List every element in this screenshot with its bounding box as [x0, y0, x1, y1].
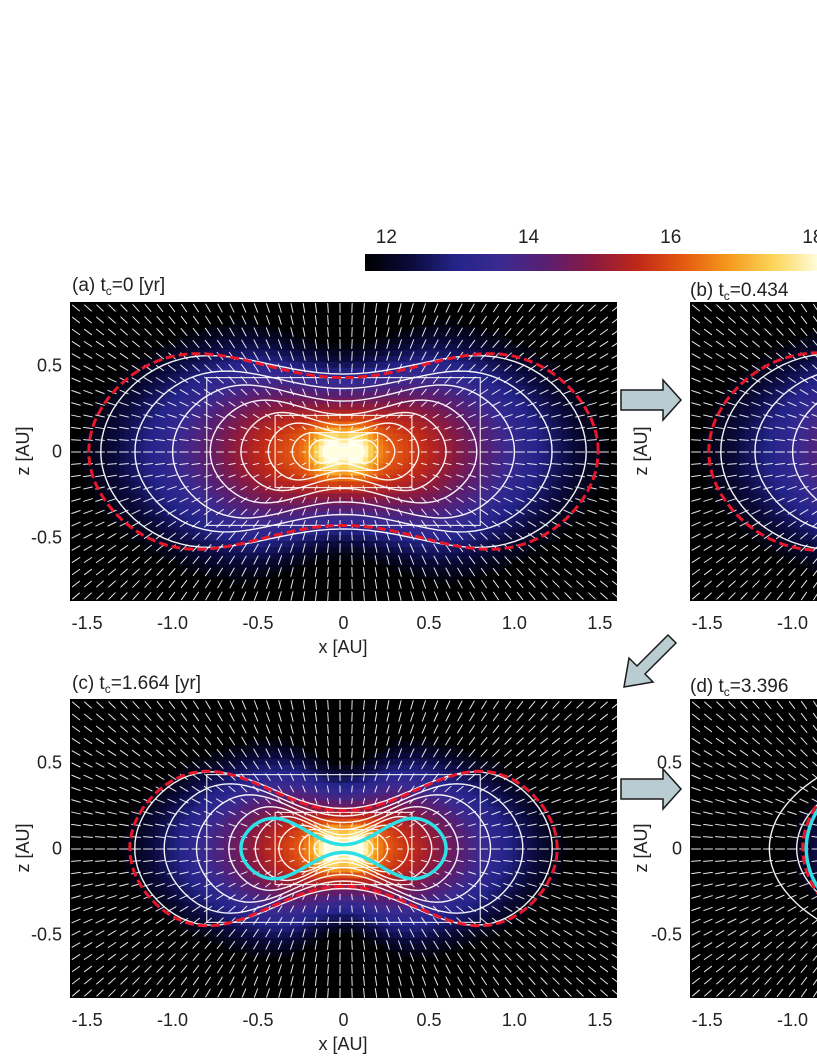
x-tick-label: -1.5 [72, 1010, 103, 1030]
sequence-arrows [620, 378, 683, 811]
colorbar-tick-label: 12 [376, 227, 397, 248]
x-tick-label: 1.5 [587, 613, 612, 633]
panel-c-xlabel: x [AU] [318, 1034, 367, 1054]
y-tick-label: 0 [52, 839, 62, 859]
panel-c-ylabel: z [AU] [13, 823, 33, 872]
panel-c: -1.5 -1.0 -0.5 0 0.5 1.0 1.5 -0.5 0 0.5 x [AU] z … [13, 699, 617, 1054]
panel-d-ylabel: z [AU] [631, 823, 651, 872]
x-tick-label: -1.0 [777, 1010, 808, 1030]
arrow-right-a-to-b [620, 378, 683, 422]
panel-a-plot-area [70, 302, 617, 601]
x-tick-label: -1.0 [157, 1010, 188, 1030]
panel-d-plot-area [690, 699, 817, 998]
colorbar: 12 14 16 18 [365, 227, 817, 271]
y-tick-label: 0.5 [37, 356, 62, 376]
x-tick-label: 0 [338, 613, 348, 633]
panel-c-grid-boxes [206, 774, 481, 923]
panel-d-first-core-boundary [804, 807, 817, 890]
y-tick-label: -0.5 [651, 924, 682, 944]
y-tick-label: 0.5 [37, 753, 62, 773]
panel-b-ylabel: z [AU] [631, 426, 651, 475]
panel-a-ylabel: z [AU] [13, 426, 33, 475]
x-tick-label: -1.5 [692, 1010, 723, 1030]
x-tick-label: 0.5 [416, 613, 441, 633]
y-tick-label: 0.5 [657, 753, 682, 773]
x-tick-label: -1.0 [777, 613, 808, 633]
panel-d-axes: -1.5 -1.0 0.5 0 -0.5 [651, 753, 808, 1030]
panel-b-title: (b) tc=0.434 [690, 280, 789, 303]
y-tick-label: -0.5 [31, 527, 62, 547]
colorbar-tick-label: 18 [802, 227, 817, 248]
panel-d-red-boundary [801, 802, 817, 895]
panel-c-plot-area [70, 699, 617, 998]
panel-c-red-boundary [128, 769, 559, 928]
y-tick-label: -0.5 [31, 924, 62, 944]
x-tick-label: -0.5 [243, 1010, 274, 1030]
panel-d-velocity-arrows [691, 700, 817, 998]
panel-b: -1.5 -1.0 z [AU] [631, 302, 817, 633]
panel-c-title: (c) tc=1.664 [yr] [72, 673, 201, 696]
colorbar-ticks: 12 14 16 18 [376, 227, 817, 248]
arrow-right-c-to-d [620, 767, 683, 811]
panel-b-axes: -1.5 -1.0 [692, 613, 809, 633]
panel-b-velocity-arrows [691, 303, 817, 601]
panel-d-title: (d) tc=3.396 [690, 676, 788, 699]
colorbar-tick-label: 14 [518, 227, 540, 248]
y-tick-label: 0 [52, 442, 62, 462]
x-tick-label: -0.5 [243, 613, 274, 633]
x-tick-label: 1.0 [502, 613, 527, 633]
panel-c-axes: -1.5 -1.0 -0.5 0 0.5 1.0 1.5 -0.5 0 0.5 [31, 753, 612, 1030]
x-tick-label: 0 [338, 1010, 348, 1030]
panel-c-first-core-boundary [239, 816, 448, 881]
x-tick-label: 1.5 [587, 1010, 612, 1030]
x-tick-label: -1.5 [692, 613, 723, 633]
y-tick-label: 0 [672, 839, 682, 859]
x-tick-label: -1.0 [157, 613, 188, 633]
panel-d: -1.5 -1.0 0.5 0 -0.5 z [AU] [631, 699, 817, 1030]
panel-a-red-boundary [87, 352, 600, 551]
panel-a: -1.5 -1.0 -0.5 0 0.5 1.0 1.5 -0.5 0 0.5 x [AU] z … [13, 302, 617, 657]
panel-b-red-boundary [707, 351, 817, 552]
colorbar-tick-label: 16 [660, 227, 681, 248]
colorbar-bar [365, 254, 817, 271]
panel-a-title: (a) tc=0 [yr] [72, 275, 165, 298]
panel-b-density-contours [720, 353, 817, 550]
panel-a-xlabel: x [AU] [318, 637, 367, 657]
panel-d-density-contours [768, 777, 817, 920]
x-tick-label: 1.0 [502, 1010, 527, 1030]
panel-b-plot-area [690, 302, 817, 601]
x-tick-label: 0.5 [416, 1010, 441, 1030]
panel-a-axes: -1.5 -1.0 -0.5 0 0.5 1.0 1.5 -0.5 0 0.5 [31, 356, 612, 633]
arrow-down-left-b-to-c [623, 633, 678, 688]
x-tick-label: -1.5 [72, 613, 103, 633]
